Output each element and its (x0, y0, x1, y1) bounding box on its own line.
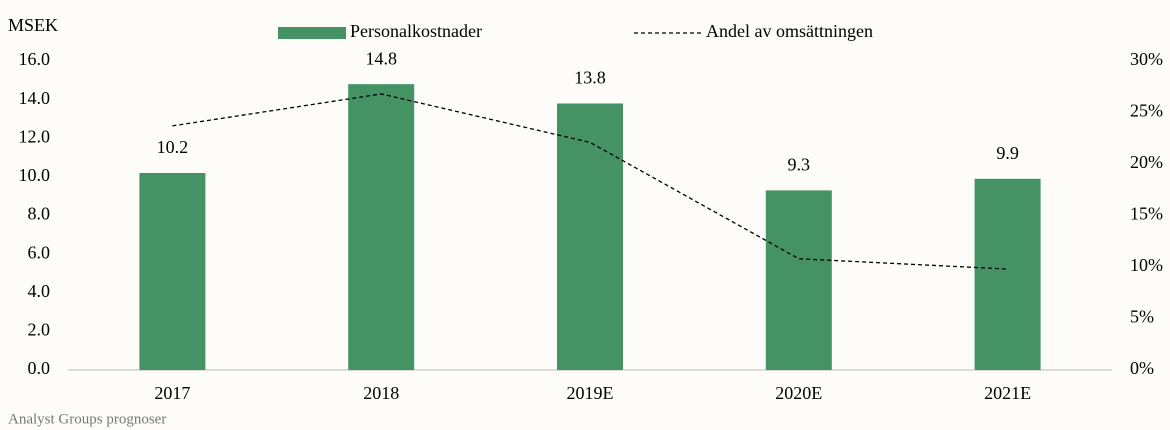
source: Analyst Groups prognoser (8, 411, 166, 427)
y-tick-label: 4.0 (28, 281, 51, 301)
bar (348, 84, 415, 371)
legend-label: Personalkostnader (350, 21, 482, 41)
y2-tick-label: 15% (1130, 204, 1163, 224)
y-tick-label: 12.0 (19, 126, 51, 146)
y-tick-label: 6.0 (28, 242, 51, 262)
data-label: 13.8 (574, 68, 606, 88)
y2-tick-label: 10% (1130, 255, 1163, 275)
x-tick-label: 2021E (984, 383, 1031, 403)
legend-label: Andel av omsättningen (706, 21, 873, 41)
y-axis-label: MSEK (8, 15, 58, 35)
y2-tick-label: 0% (1130, 358, 1154, 378)
data-label: 10.2 (157, 137, 189, 157)
y-tick-label: 2.0 (28, 320, 51, 340)
data-label: 9.3 (788, 155, 811, 175)
y-tick-label: 0.0 (28, 358, 51, 378)
legend-swatch (278, 27, 346, 39)
x-tick-label: 2017 (154, 383, 190, 403)
data-label: 9.9 (996, 143, 1019, 163)
y-tick-label: 16.0 (19, 49, 51, 69)
bar (765, 190, 832, 370)
y-tick-label: 8.0 (28, 204, 51, 224)
y2-tick-label: 25% (1130, 101, 1163, 121)
bar (557, 103, 623, 371)
x-tick-label: 2020E (775, 383, 822, 403)
bar (974, 178, 1041, 370)
y2-tick-label: 20% (1130, 152, 1163, 172)
y2-tick-label: 30% (1130, 49, 1163, 69)
y-tick-label: 14.0 (19, 88, 51, 108)
x-tick-label: 2018 (363, 383, 399, 403)
y-tick-label: 10.0 (19, 165, 51, 185)
line (172, 93, 1008, 270)
data-label: 14.8 (365, 48, 397, 68)
y2-tick-label: 5% (1130, 307, 1154, 327)
x-tick-label: 2019E (567, 383, 614, 403)
bar (139, 173, 206, 370)
